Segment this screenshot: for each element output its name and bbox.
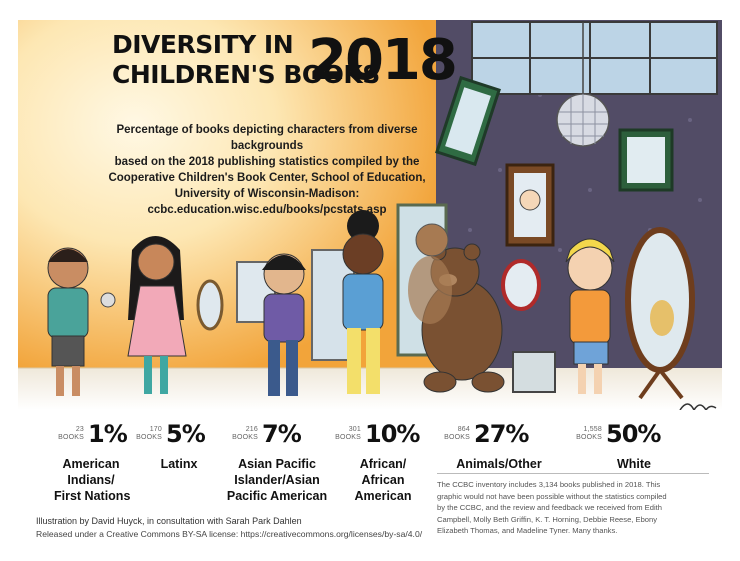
artist-signature <box>679 403 717 410</box>
subtitle-link[interactable]: ccbc.education.wisc.edu/books/pcstats.as… <box>147 204 387 216</box>
crate <box>512 351 556 393</box>
category-label: African/African American <box>354 457 412 503</box>
percent-value: 1% <box>88 420 128 448</box>
book-count: 864 BOOKS <box>444 426 470 441</box>
illustration-scene <box>18 20 722 410</box>
wall-mirror-3 <box>505 163 555 247</box>
child-2 <box>127 236 224 394</box>
subtitle: Percentage of books depicting characters… <box>100 122 434 218</box>
subtitle-line: University of Wisconsin-Madison: <box>174 188 360 200</box>
wall-mirror-2 <box>618 128 674 192</box>
book-count: 23 BOOKS <box>58 426 84 441</box>
book-count: 1,558 BOOKS <box>576 426 602 441</box>
category-label: Latinx <box>160 457 198 471</box>
category-label: American Indians/First Nations <box>54 457 131 503</box>
percent-value: 10% <box>365 420 420 448</box>
note-line: The CCBC inventory includes 3,134 books … <box>437 480 661 489</box>
ccbc-note: The CCBC inventory includes 3,134 books … <box>437 473 709 537</box>
subtitle-line: based on the 2018 publishing statistics … <box>114 156 420 168</box>
child-3 <box>262 253 306 396</box>
standing-mirror-icon <box>625 227 695 400</box>
percent-value: 27% <box>474 420 529 448</box>
category-label: Asian Pacific Islander/Asian Pacific Ameri… <box>226 457 328 503</box>
category-label: Animals/Other <box>456 457 542 471</box>
category-label: White <box>616 457 652 471</box>
title-line-2: CHILDREN'S BOOKS <box>112 60 380 89</box>
child-6 <box>565 238 615 394</box>
title-line-1: DIVERSITY IN <box>112 30 294 59</box>
title-year: 2018 <box>308 28 458 93</box>
license-credit: Released under a Creative Commons BY-SA … <box>36 529 423 539</box>
window-icon <box>471 21 718 95</box>
book-count: 216 BOOKS <box>232 426 258 441</box>
subtitle-line: Cooperative Children's Book Center, Scho… <box>108 172 426 184</box>
book-count: 170 BOOKS <box>136 426 162 441</box>
subtitle-line: Percentage of books depicting characters… <box>116 124 418 152</box>
wall-mirror-1 <box>435 75 501 167</box>
percent-value: 7% <box>262 420 302 448</box>
child-1 <box>47 247 116 396</box>
credits: Illustration by David Huyck, in consulta… <box>36 515 422 541</box>
bear-reflection <box>408 223 452 324</box>
note-line: by the CCBC, and the review and feedback… <box>437 503 662 512</box>
disco-ball-icon <box>556 22 610 147</box>
note-line: Campbell, Molly Beth Griffin, K. T. Horn… <box>437 514 658 524</box>
percent-value: 5% <box>166 420 206 448</box>
illustration-credit: Illustration by David Huyck, in consulta… <box>36 516 302 526</box>
note-line: graphic would not have been possible wit… <box>437 491 667 501</box>
percent-value: 50% <box>606 420 661 448</box>
child-4 <box>342 210 384 394</box>
book-count: 301 BOOKS <box>335 426 361 441</box>
note-line: Elizabeth Thomas, and Madeline Tyner. Ma… <box>437 526 618 535</box>
wall-mirror-4 <box>501 259 541 311</box>
